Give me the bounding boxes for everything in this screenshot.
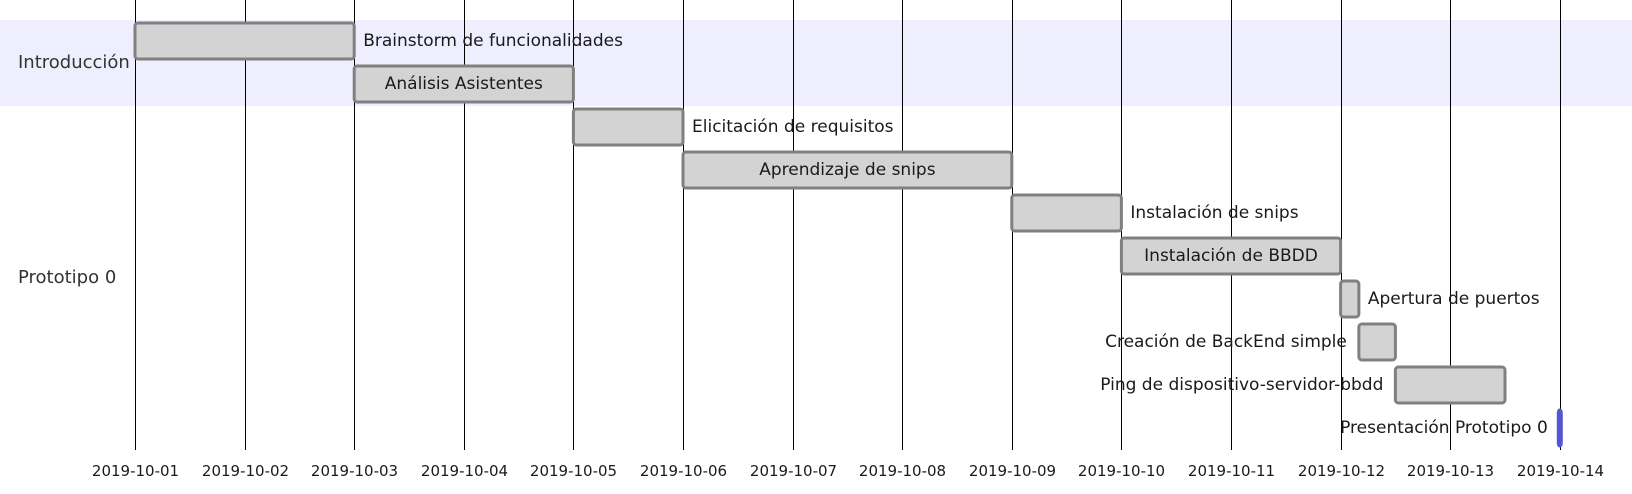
task-label-ping-de-dispositivo-servidor-bbdd: Ping de dispositivo-servidor-bbdd: [1100, 375, 1383, 395]
tick-label-2019-10-11: 2019-10-11: [1188, 462, 1275, 480]
x-axis-ticks: 2019-10-01 2019-10-02 2019-10-03 2019-10-04…: [92, 462, 1604, 480]
tick-label-2019-10-03: 2019-10-03: [311, 462, 398, 480]
task-labels: Brainstorm de funcionalidades Análisis As…: [363, 31, 1548, 438]
task-label-elicitacion-de-requisitos: Elicitación de requisitos: [692, 117, 894, 137]
section-label-introduccion: Introducción: [18, 52, 130, 73]
task-bars: [133, 21, 1563, 448]
task-bar-analisis-asistentes: [352, 64, 575, 104]
task-bar-ping-de-dispositivo-servidor-bbdd: [1393, 365, 1507, 405]
task-label-analisis-asistentes: Análisis Asistentes: [385, 74, 543, 94]
tick-label-2019-10-13: 2019-10-13: [1407, 462, 1494, 480]
tick-label-2019-10-06: 2019-10-06: [640, 462, 727, 480]
task-label-aprendizaje-de-snips: Aprendizaje de snips: [759, 160, 936, 180]
tick-label-2019-10-05: 2019-10-05: [530, 462, 617, 480]
task-bar-aprendizaje-de-snips: [681, 150, 1014, 190]
task-bar-elicitacion-de-requisitos: [571, 107, 685, 147]
task-bar-brainstorm-de-funcionalidades: [133, 21, 356, 61]
task-bar-instalacion-de-snips: [1010, 193, 1123, 233]
task-label-instalacion-de-snips: Instalación de snips: [1130, 203, 1298, 223]
task-bar-apertura-de-puertos: [1339, 279, 1361, 319]
task-bar-creacion-de-backend-simple: [1357, 322, 1397, 362]
task-label-brainstorm-de-funcionalidades: Brainstorm de funcionalidades: [363, 31, 623, 51]
section-labels: Introducción Prototipo 0: [18, 52, 130, 288]
task-label-creacion-de-backend-simple: Creación de BackEnd simple: [1105, 332, 1347, 352]
milestone-presentacion-prototipo-0: [1556, 408, 1563, 448]
tick-label-2019-10-08: 2019-10-08: [859, 462, 946, 480]
tick-label-2019-10-01: 2019-10-01: [92, 462, 179, 480]
tick-label-2019-10-12: 2019-10-12: [1298, 462, 1385, 480]
tick-label-2019-10-10: 2019-10-10: [1078, 462, 1165, 480]
section-label-prototipo-0: Prototipo 0: [18, 267, 116, 288]
task-bar-instalacion-de-bbdd: [1119, 236, 1343, 276]
task-label-apertura-de-puertos: Apertura de puertos: [1368, 289, 1540, 309]
tick-label-2019-10-04: 2019-10-04: [421, 462, 508, 480]
tick-label-2019-10-14: 2019-10-14: [1517, 462, 1604, 480]
task-label-instalacion-de-bbdd: Instalación de BBDD: [1144, 246, 1318, 266]
tick-label-2019-10-02: 2019-10-02: [202, 462, 289, 480]
section-bands: [0, 20, 1632, 450]
tick-label-2019-10-09: 2019-10-09: [969, 462, 1056, 480]
task-label-presentacion-prototipo-0: Presentación Prototipo 0: [1340, 418, 1548, 438]
tick-label-2019-10-07: 2019-10-07: [750, 462, 837, 480]
